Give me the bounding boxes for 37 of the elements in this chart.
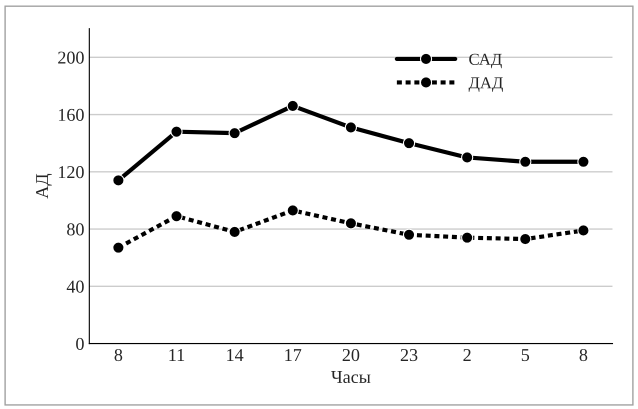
point — [112, 174, 124, 186]
point — [112, 242, 124, 254]
point — [170, 210, 183, 222]
y-tick-label: 0 — [76, 338, 84, 350]
y-tick-label: 200 — [58, 52, 84, 64]
point — [577, 224, 590, 237]
point — [461, 232, 474, 244]
point — [228, 127, 241, 140]
y-tick-label: 120 — [58, 166, 84, 178]
x-tick-label: 20 — [342, 348, 360, 362]
x-tick-label: 14 — [227, 349, 244, 361]
point — [228, 226, 241, 238]
x-tick-label: 2 — [463, 348, 471, 361]
x-tick-label: 8 — [114, 348, 122, 362]
point — [170, 126, 183, 138]
legend-label: ДАД — [468, 77, 503, 92]
legend-label: САД — [469, 54, 502, 68]
x-tick-label: 23 — [400, 348, 418, 362]
x-tick-label: 17 — [285, 349, 302, 361]
y-tick-label: 160 — [58, 108, 84, 121]
point — [519, 156, 532, 168]
point — [344, 217, 357, 230]
x-axis-title: Часы — [331, 371, 370, 384]
point — [402, 228, 416, 241]
x-tick-label: 11 — [169, 349, 184, 361]
point — [402, 137, 416, 150]
point — [461, 151, 474, 164]
y-axis-title: АД — [36, 174, 52, 199]
y-tick-label: 80 — [67, 223, 84, 236]
point — [577, 156, 590, 168]
point — [286, 204, 299, 217]
x-tick-label: 5 — [522, 349, 530, 362]
y-tick-label: 40 — [66, 280, 84, 293]
point — [344, 121, 357, 134]
point — [519, 232, 532, 246]
x-tick-label: 8 — [580, 348, 588, 362]
point — [286, 100, 299, 112]
